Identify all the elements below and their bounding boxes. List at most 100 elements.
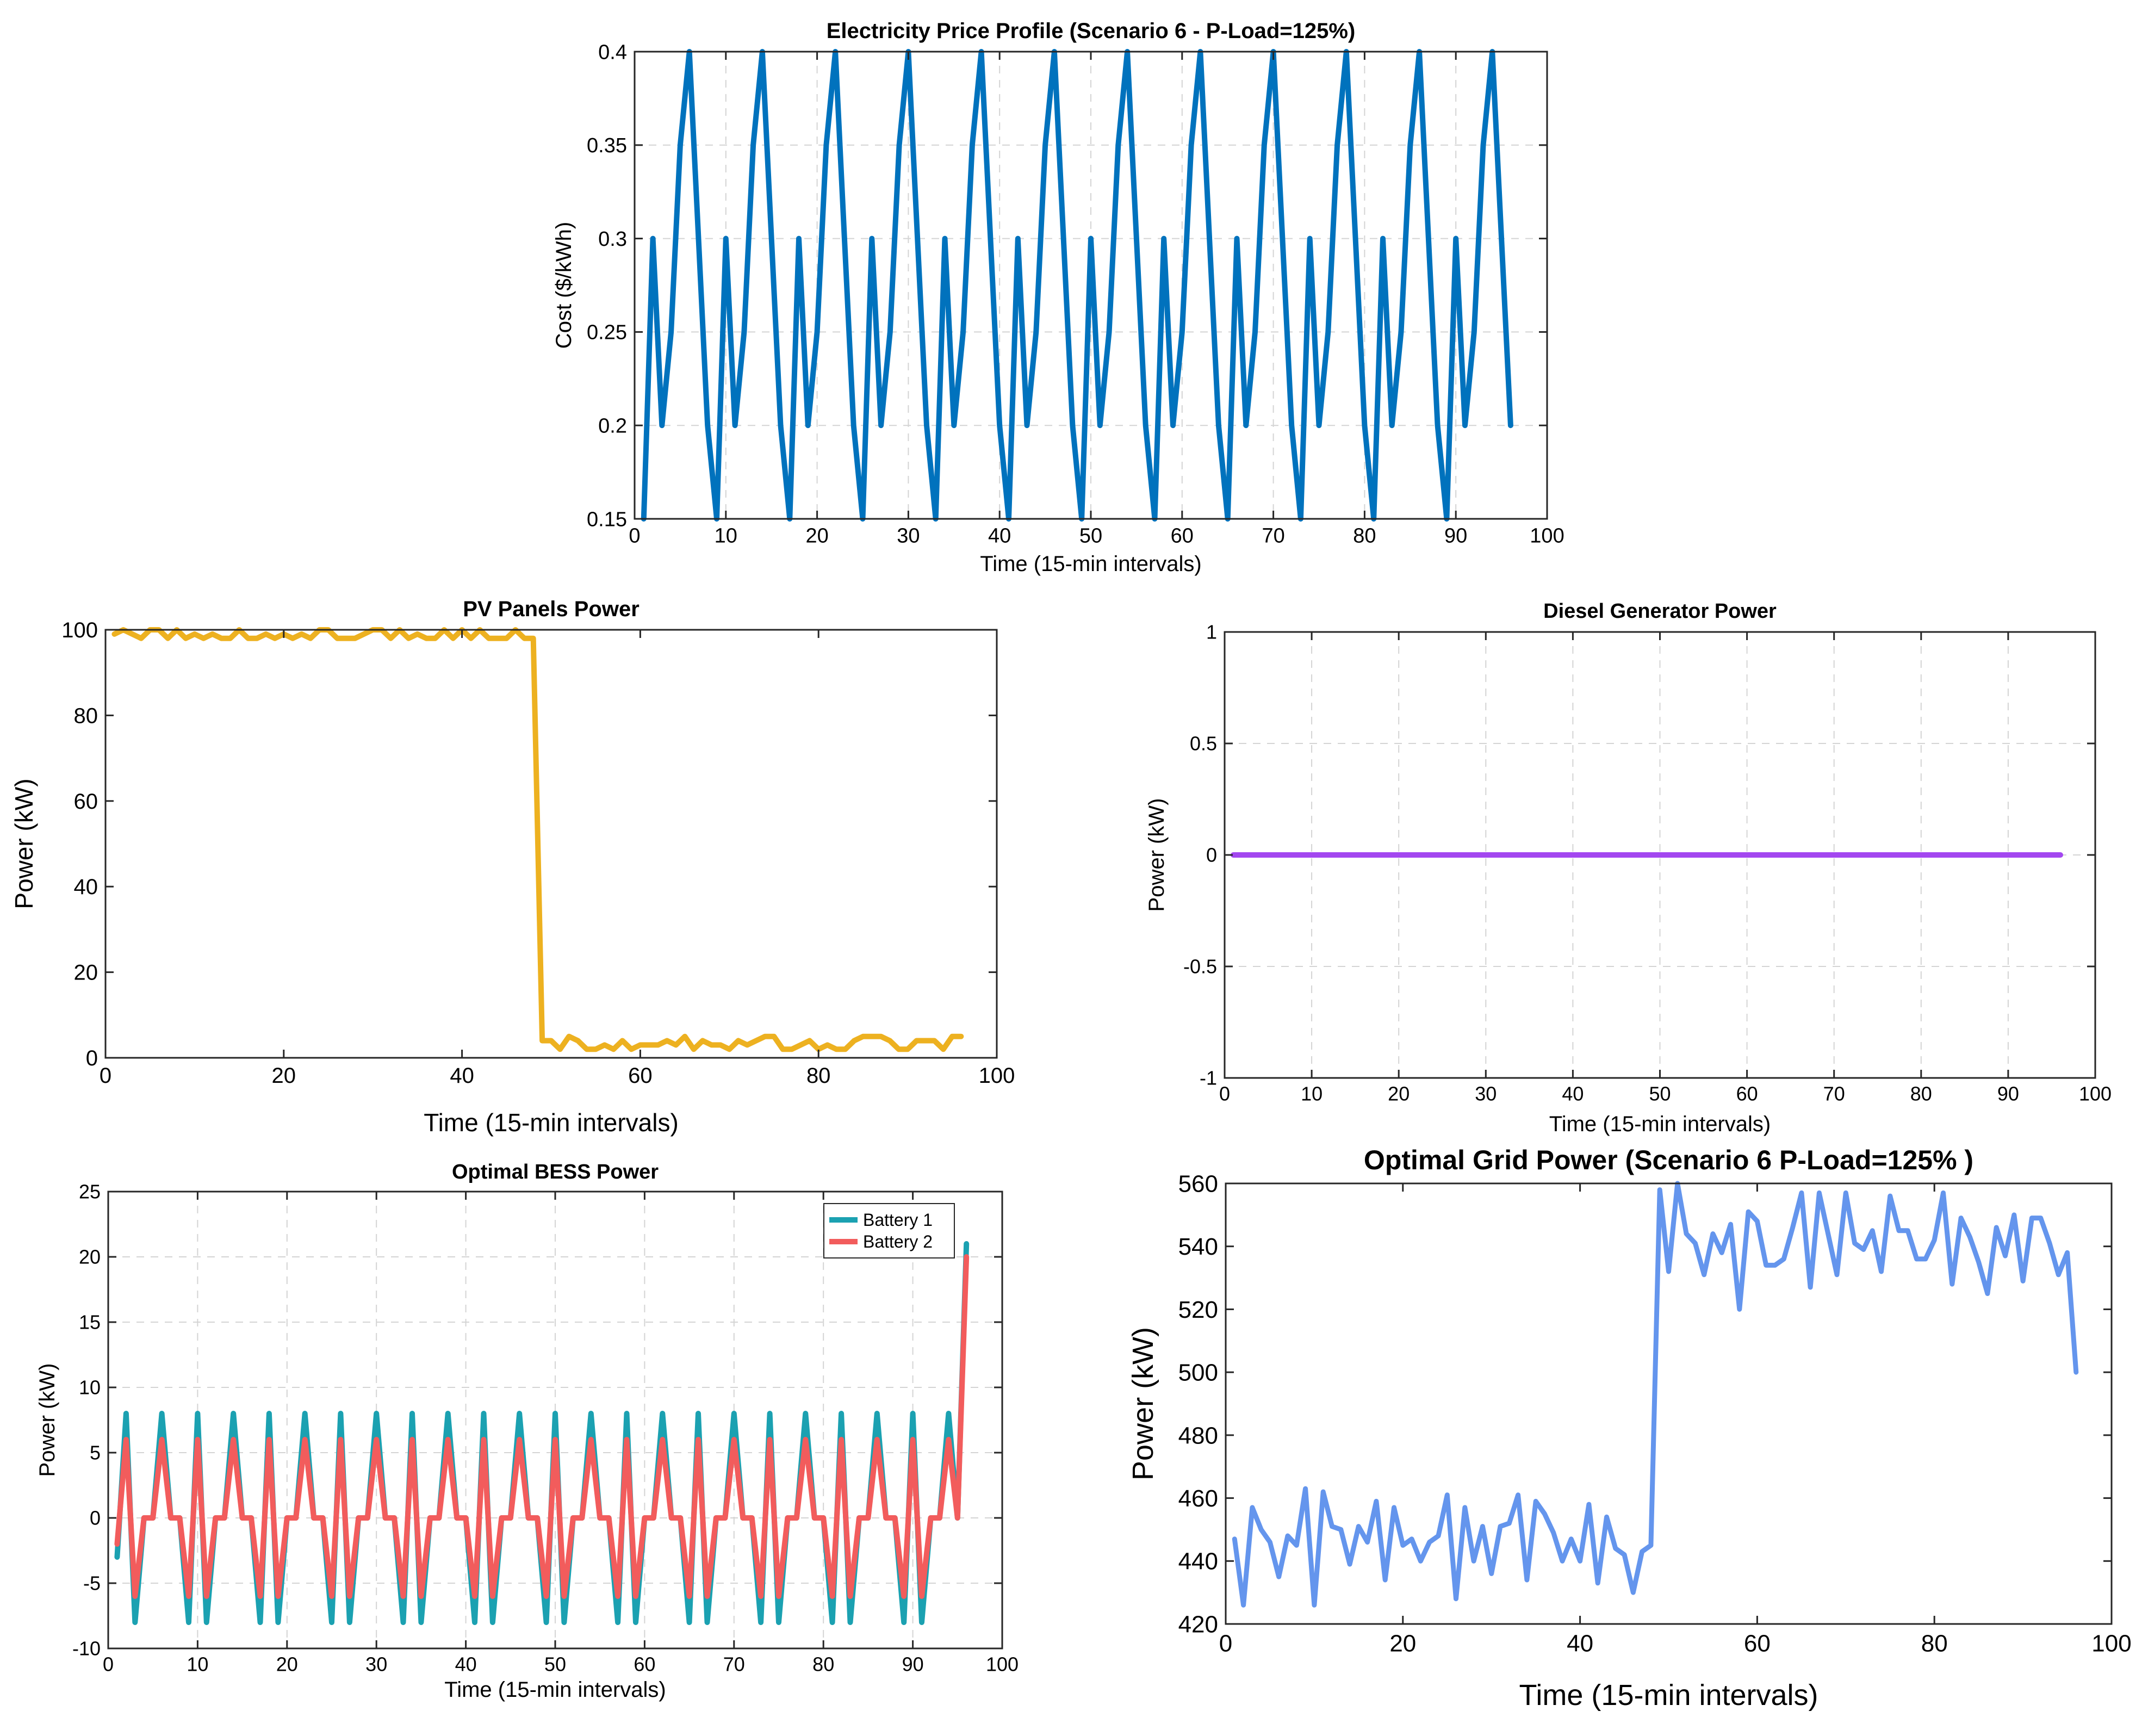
y-tick-label: 420 [1178,1611,1218,1638]
x-tick-label: 100 [1530,525,1564,548]
y-tick-label: 0.5 [1190,733,1217,755]
x-tick-label: 20 [276,1653,298,1675]
x-tick-label: 100 [979,1064,1015,1088]
chart-title: Electricity Price Profile (Scenario 6 - … [827,19,1356,43]
x-tick-label: 40 [450,1064,474,1088]
x-tick-label: 100 [986,1653,1019,1675]
y-tick-label: 0.3 [598,228,627,251]
x-tick-label: 0 [103,1653,114,1675]
x-tick-label: 40 [1562,1082,1584,1105]
y-tick-label: 480 [1178,1422,1218,1449]
x-tick-label: 70 [1262,525,1284,548]
legend-label: Battery 1 [863,1210,933,1230]
y-tick-label: 0.35 [587,134,627,157]
y-axis-label: Cost ($/kWh) [552,222,576,349]
x-tick-label: 40 [988,525,1011,548]
x-tick-label: 80 [812,1653,834,1675]
x-tick-label: 70 [723,1653,745,1675]
x-axis-label: Time (15-min intervals) [1549,1112,1771,1136]
y-tick-label: 20 [79,1246,101,1268]
x-tick-label: 80 [1910,1082,1932,1105]
x-tick-label: 0 [629,525,640,548]
chart-title: PV Panels Power [463,597,640,621]
y-tick-label: 0.25 [587,321,627,344]
x-axis-label: Time (15-min intervals) [980,552,1201,576]
y-tick-label: 0 [1206,844,1217,866]
y-tick-label: 0 [90,1507,101,1529]
x-tick-label: 80 [1353,525,1376,548]
series-line-1 [111,627,964,1052]
chart-title: Diesel Generator Power [1543,600,1777,623]
x-tick-label: 20 [272,1064,296,1088]
chart-1: 0 10 20 30 40 50 60 70 80 90 100 0.15 0.2 0.25 0.3 0.35… [552,19,1564,576]
x-tick-label: 10 [187,1653,208,1675]
x-tick-label: 60 [1171,525,1194,548]
x-tick-label: 40 [1567,1630,1593,1657]
x-tick-label: 90 [902,1653,924,1675]
y-tick-label: -1 [1200,1067,1217,1089]
y-tick-label: -0.5 [1183,956,1217,978]
y-tick-label: 440 [1178,1548,1218,1575]
y-axis-label: Power (kW) [1145,798,1169,912]
x-tick-label: 60 [634,1653,655,1675]
legend: Battery 1 Battery 2 [823,1203,955,1258]
x-tick-label: 20 [1389,1630,1416,1657]
y-tick-label: 40 [74,875,98,899]
y-tick-label: 60 [74,790,98,814]
x-tick-label: 30 [1475,1082,1497,1105]
x-tick-label: 100 [2079,1082,2112,1105]
chart-2: 0 20 40 60 80 100 0 20 40 60 80 100 PV Panels Power T… [10,597,1015,1137]
plot-area [105,630,997,1058]
y-tick-label: 540 [1178,1233,1218,1260]
x-tick-label: 90 [1444,525,1467,548]
chart-title: Optimal BESS Power [452,1161,659,1183]
x-tick-label: 40 [455,1653,477,1675]
chart-5: 0 20 40 60 80 100 420 440 460 480 500 520 540 560 Opti… [1127,1145,2132,1712]
y-tick-label: 0.15 [587,508,627,531]
y-tick-label: -10 [72,1638,101,1660]
y-tick-label: 80 [74,704,98,728]
y-tick-label: 560 [1178,1170,1218,1197]
x-tick-label: 0 [100,1064,111,1088]
legend-box [823,1203,955,1258]
y-axis-label: Power (kW) [35,1363,59,1477]
y-axis-label: Power (kW) [1127,1327,1159,1480]
x-tick-label: 60 [1736,1082,1758,1105]
x-tick-label: 70 [1823,1082,1845,1105]
y-tick-label: 5 [90,1442,101,1464]
y-tick-label: 500 [1178,1360,1218,1386]
x-tick-label: 90 [1997,1082,2019,1105]
y-axis-label: Power (kW) [10,778,38,909]
y-tick-label: 25 [79,1181,101,1203]
x-tick-label: 60 [1744,1630,1771,1657]
axes-box [1225,1182,2113,1625]
chart-3: 0 10 20 30 40 50 60 70 80 90 100 -1 -0.5 0 0.5 1 Diesel … [1145,600,2112,1136]
x-tick-label: 30 [365,1653,387,1675]
y-tick-label: 15 [79,1311,101,1334]
y-tick-label: 0 [86,1046,98,1070]
x-tick-label: 100 [2091,1630,2131,1657]
y-tick-label: 100 [61,618,98,642]
series-line-1 [1232,1181,2079,1608]
x-tick-label: 0 [1219,1082,1230,1105]
y-tick-label: -5 [83,1572,101,1595]
y-tick-label: 0.2 [598,415,627,438]
y-tick-label: 20 [74,961,98,985]
x-tick-label: 50 [1649,1082,1671,1105]
x-tick-label: 60 [628,1064,653,1088]
x-tick-label: 80 [1921,1630,1948,1657]
axes-box [104,629,998,1059]
chart-title: Optimal Grid Power (Scenario 6 P-Load=12… [1364,1145,1973,1175]
x-tick-label: 20 [1388,1082,1410,1105]
x-axis-label: Time (15-min intervals) [1519,1679,1818,1712]
x-tick-label: 50 [1079,525,1102,548]
y-tick-label: 520 [1178,1297,1218,1323]
x-tick-label: 10 [715,525,737,548]
x-tick-label: 50 [544,1653,566,1675]
series-line-2 [114,1254,970,1599]
series-line-1 [641,49,1513,522]
chart-4: 0 10 20 30 40 50 60 70 80 90 100 -10 -5 0 5 10 15 20 25 Opt… [35,1161,1019,1702]
x-axis-label: Time (15-min intervals) [424,1108,679,1137]
x-tick-label: 0 [1219,1630,1232,1657]
